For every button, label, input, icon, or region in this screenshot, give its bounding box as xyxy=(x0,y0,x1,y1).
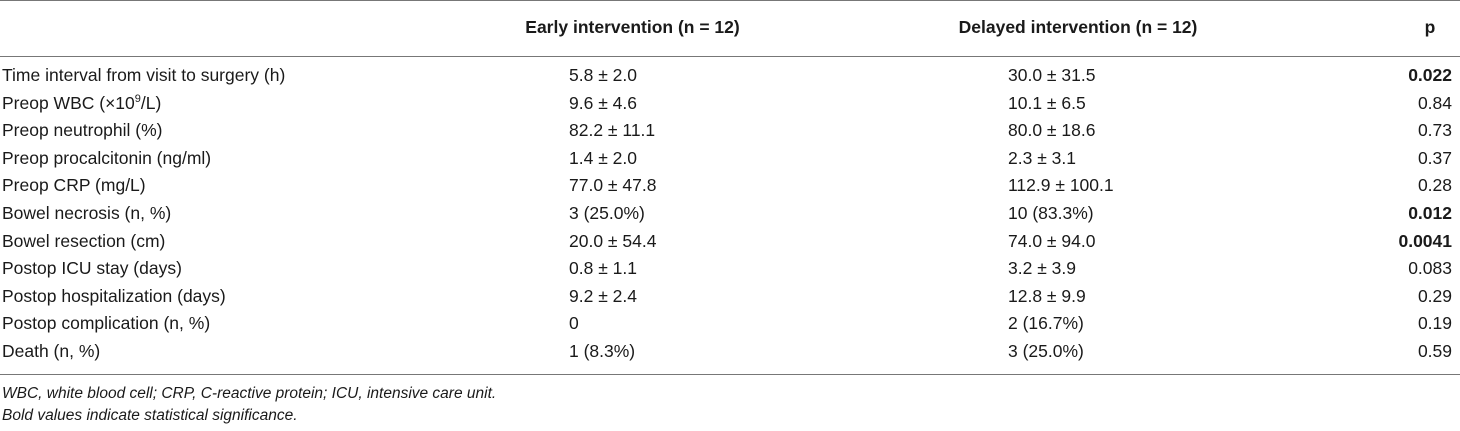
early-value: 3 (25.0%) xyxy=(569,202,645,223)
early-value: 5.8 ± 2.0 xyxy=(569,65,637,85)
delayed-value: 2.3 ± 3.1 xyxy=(1008,147,1076,168)
early-value: 1 (8.3%) xyxy=(569,340,636,361)
table-row: Preop neutrophil (%) 82.2 ± 11.1 80.0 ± … xyxy=(0,119,1460,147)
delayed-value: 10.1 ± 6.5 xyxy=(1008,92,1086,113)
p-value: 0.19 xyxy=(1417,313,1452,334)
significance-footnote: Bold values indicate statistical signifi… xyxy=(2,406,298,424)
row-label: Death (n, %) xyxy=(2,340,101,361)
row-label-superscript: 9 xyxy=(134,92,141,105)
p-value: 0.29 xyxy=(1417,285,1452,306)
table-row: Postop hospitalization (days) 9.2 ± 2.4 … xyxy=(0,285,1460,313)
table-row: Postop ICU stay (days) 0.8 ± 1.1 3.2 ± 3… xyxy=(0,257,1460,285)
table-row: Preop CRP (mg/L) 77.0 ± 47.8 112.9 ± 100… xyxy=(0,174,1460,202)
p-value: 0.37 xyxy=(1417,147,1452,168)
p-value: 0.73 xyxy=(1417,120,1452,141)
header-early-intervention: Early intervention (n = 12) xyxy=(525,17,740,37)
row-label: Preop WBC (×109/L) xyxy=(2,92,161,114)
early-value: 0.8 ± 1.1 xyxy=(569,258,637,279)
abbreviations-footnote: WBC, white blood cell; CRP, C-reactive p… xyxy=(2,385,497,402)
delayed-value: 80.0 ± 18.6 xyxy=(1008,120,1096,141)
table-header-row: Early intervention (n = 12) Delayed inte… xyxy=(0,0,1460,56)
p-value: 0.0041 xyxy=(1398,230,1452,251)
table-row: Preop procalcitonin (ng/ml) 1.4 ± 2.0 2.… xyxy=(0,147,1460,175)
early-value: 1.4 ± 2.0 xyxy=(569,147,637,168)
row-label: Postop ICU stay (days) xyxy=(2,258,182,279)
table-header-rule xyxy=(0,56,1460,57)
row-label: Bowel resection (cm) xyxy=(2,230,166,251)
row-label-unit: /L) xyxy=(140,92,162,113)
delayed-value: 2 (16.7%) xyxy=(1008,313,1084,334)
delayed-value: 30.0 ± 31.5 xyxy=(1008,65,1096,85)
table-row: Postop complication (n, %) 0 2 (16.7%) 0… xyxy=(0,312,1460,340)
table-row: Death (n, %) 1 (8.3%) 3 (25.0%) 0.59 xyxy=(0,340,1460,368)
delayed-value: 112.9 ± 100.1 xyxy=(1008,175,1114,196)
p-value: 0.083 xyxy=(1408,258,1452,279)
header-p-value: p xyxy=(1424,17,1436,37)
p-value: 0.28 xyxy=(1417,175,1452,196)
header-delayed-intervention: Delayed intervention (n = 12) xyxy=(958,17,1198,37)
early-value: 9.6 ± 4.6 xyxy=(569,92,637,113)
delayed-value: 3.2 ± 3.9 xyxy=(1008,258,1076,279)
delayed-value: 10 (83.3%) xyxy=(1008,202,1094,223)
delayed-value: 3 (25.0%) xyxy=(1008,340,1084,361)
p-value: 0.84 xyxy=(1417,92,1452,113)
p-value: 0.012 xyxy=(1408,202,1452,223)
table-row: Preop WBC (×109/L) 9.6 ± 4.6 10.1 ± 6.5 … xyxy=(0,92,1460,120)
row-label: Bowel necrosis (n, %) xyxy=(2,202,172,223)
table-row: Time interval from visit to surgery (h) … xyxy=(0,64,1460,92)
row-label-text: Preop WBC (×10 xyxy=(2,92,135,113)
early-value: 20.0 ± 54.4 xyxy=(569,230,657,251)
row-label: Preop neutrophil (%) xyxy=(2,120,163,141)
early-value: 82.2 ± 11.1 xyxy=(569,120,656,141)
row-label: Preop CRP (mg/L) xyxy=(2,175,146,196)
delayed-value: 74.0 ± 94.0 xyxy=(1008,230,1096,251)
table-body: Time interval from visit to surgery (h) … xyxy=(0,64,1460,368)
table-row: Bowel necrosis (n, %) 3 (25.0%) 10 (83.3… xyxy=(0,202,1460,230)
row-label: Postop hospitalization (days) xyxy=(2,285,226,306)
p-value: 0.59 xyxy=(1417,340,1452,361)
p-value: 0.022 xyxy=(1408,65,1452,85)
row-label: Preop procalcitonin (ng/ml) xyxy=(2,147,212,168)
table-row: Bowel resection (cm) 20.0 ± 54.4 74.0 ± … xyxy=(0,230,1460,258)
early-value: 0 xyxy=(569,313,579,334)
delayed-value: 12.8 ± 9.9 xyxy=(1008,285,1086,306)
row-label: Time interval from visit to surgery (h) xyxy=(2,65,286,85)
table-top-rule xyxy=(0,0,1460,1)
table-footnotes: WBC, white blood cell; CRP, C-reactive p… xyxy=(2,383,496,426)
table-bottom-rule xyxy=(0,374,1460,375)
early-value: 9.2 ± 2.4 xyxy=(569,285,637,306)
row-label: Postop complication (n, %) xyxy=(2,313,211,334)
early-value: 77.0 ± 47.8 xyxy=(569,175,657,196)
